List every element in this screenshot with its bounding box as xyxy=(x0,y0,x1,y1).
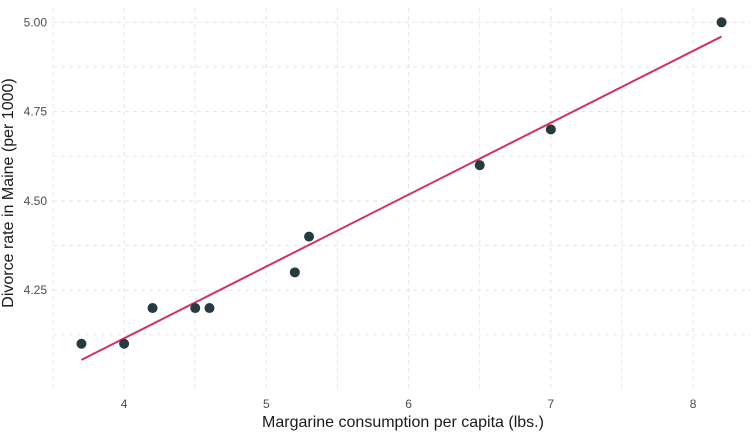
data-points xyxy=(76,17,727,349)
y-tick-label: 4.75 xyxy=(24,105,48,119)
data-point xyxy=(545,124,556,135)
data-point xyxy=(304,231,315,242)
data-point xyxy=(716,17,727,28)
data-point xyxy=(474,160,485,171)
grid xyxy=(52,8,750,392)
y-axis-title: Divorce rate in Maine (per 1000) xyxy=(0,78,17,307)
x-tick-label: 7 xyxy=(548,397,555,411)
data-point xyxy=(204,303,215,314)
x-axis-title: Margarine consumption per capita (lbs.) xyxy=(262,414,544,431)
y-tick-label: 4.50 xyxy=(24,194,48,208)
data-point xyxy=(289,267,300,278)
data-point xyxy=(119,338,130,349)
y-tick-label: 4.25 xyxy=(24,283,48,297)
trend-line-layer xyxy=(80,35,723,361)
y-axis-ticks: 4.25 4.50 4.75 5.00 xyxy=(24,15,48,297)
x-axis-ticks: 4 5 6 7 8 xyxy=(121,397,697,411)
x-tick-label: 8 xyxy=(690,397,697,411)
trend-line xyxy=(80,35,723,361)
x-tick-label: 6 xyxy=(405,397,412,411)
x-tick-label: 4 xyxy=(121,397,128,411)
data-point xyxy=(190,303,201,314)
data-point xyxy=(147,303,158,314)
data-point xyxy=(76,338,87,349)
x-tick-label: 5 xyxy=(263,397,270,411)
y-tick-label: 5.00 xyxy=(24,15,48,29)
